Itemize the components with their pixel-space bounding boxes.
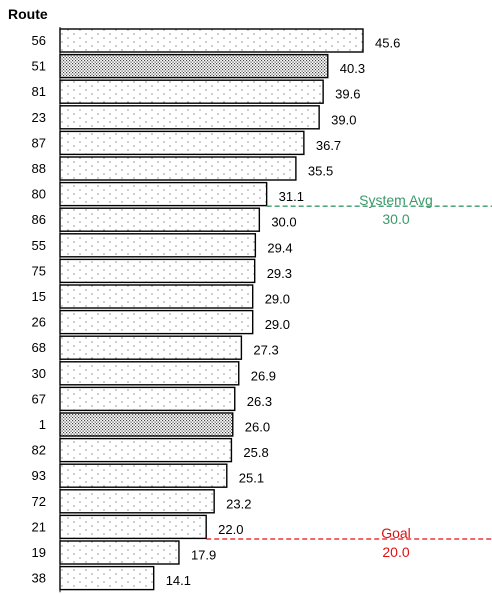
value-label-route-87: 36.7 <box>316 138 341 153</box>
value-label-route-86: 30.0 <box>271 215 296 230</box>
tick-label-route-38: 38 <box>32 571 46 586</box>
tick-label-route-81: 81 <box>32 84 46 99</box>
bar-route-30 <box>59 361 240 386</box>
value-label-route-67: 26.3 <box>247 394 272 409</box>
value-label-route-1: 26.0 <box>245 420 270 435</box>
value-label-route-19: 17.9 <box>191 548 216 563</box>
bar-route-86 <box>59 207 261 232</box>
value-label-route-51: 40.3 <box>340 61 365 76</box>
tick-label-route-88: 88 <box>32 161 46 176</box>
bar-route-51 <box>59 53 329 79</box>
bar-route-15 <box>59 284 254 309</box>
bar-route-55 <box>59 233 257 258</box>
tick-label-route-67: 67 <box>32 391 46 406</box>
value-label-route-26: 29.0 <box>265 317 290 332</box>
value-label-route-93: 25.1 <box>239 471 264 486</box>
tick-label-route-72: 72 <box>32 494 46 509</box>
value-label-route-23: 39.0 <box>331 112 356 127</box>
bar-route-87 <box>59 130 305 156</box>
bar-route-38 <box>59 565 155 591</box>
bar-route-88 <box>59 156 297 181</box>
bar-route-19 <box>59 540 180 565</box>
bar-route-67 <box>59 386 236 412</box>
value-label-route-81: 39.6 <box>335 87 360 102</box>
bar-route-23 <box>59 105 320 130</box>
value-label-route-88: 35.5 <box>308 164 333 179</box>
tick-label-route-80: 80 <box>32 187 46 202</box>
value-label-route-82: 25.8 <box>243 445 268 460</box>
tick-label-route-68: 68 <box>32 340 46 355</box>
tick-label-route-23: 23 <box>32 110 46 125</box>
value-label-route-30: 26.9 <box>251 368 276 383</box>
value-label-route-68: 27.3 <box>253 343 278 358</box>
tick-label-route-30: 30 <box>32 366 46 381</box>
bar-route-72 <box>59 489 215 514</box>
tick-label-route-1: 1 <box>39 417 46 432</box>
reference-name-goal: Goal <box>381 525 411 541</box>
bar-route-93 <box>59 463 228 488</box>
value-label-route-72: 23.2 <box>226 496 251 511</box>
tick-label-route-75: 75 <box>32 263 46 278</box>
reference-value-goal: 20.0 <box>382 544 409 560</box>
value-label-route-15: 29.0 <box>265 292 290 307</box>
tick-label-route-86: 86 <box>32 212 46 227</box>
reference-name-system-avg: System Avg <box>359 192 433 208</box>
bar-route-75 <box>59 258 256 284</box>
reference-lines-group: System Avg 30.0 Goal 20.0 <box>206 192 492 560</box>
bars-group: 56 45.6 51 40.3 81 39.6 23 39.0 87 36.7 88 35.5 80 31… <box>32 27 400 593</box>
tick-label-route-82: 82 <box>32 443 46 458</box>
bar-route-68 <box>59 335 243 360</box>
bar-route-26 <box>59 309 254 335</box>
bar-route-21 <box>59 514 207 540</box>
tick-label-route-51: 51 <box>32 59 46 74</box>
tick-label-route-56: 56 <box>32 33 46 48</box>
value-label-route-21: 22.0 <box>218 522 243 537</box>
value-label-route-80: 31.1 <box>279 189 304 204</box>
value-label-route-75: 29.3 <box>267 266 292 281</box>
bar-route-56 <box>59 28 364 53</box>
axis-title: Route <box>8 6 48 22</box>
reference-value-system-avg: 30.0 <box>382 211 409 227</box>
tick-label-route-55: 55 <box>32 238 46 253</box>
value-label-route-38: 14.1 <box>166 573 191 588</box>
tick-label-route-19: 19 <box>32 545 46 560</box>
bar-route-1 <box>59 412 234 437</box>
bar-route-80 <box>59 181 268 207</box>
value-label-route-55: 29.4 <box>267 240 292 255</box>
tick-label-route-21: 21 <box>32 519 46 534</box>
tick-label-route-15: 15 <box>32 289 46 304</box>
bar-route-81 <box>59 79 324 104</box>
bar-route-82 <box>59 437 233 463</box>
tick-label-route-93: 93 <box>32 468 46 483</box>
tick-label-route-87: 87 <box>32 135 46 150</box>
value-label-route-56: 45.6 <box>375 36 400 51</box>
tick-label-route-26: 26 <box>32 315 46 330</box>
